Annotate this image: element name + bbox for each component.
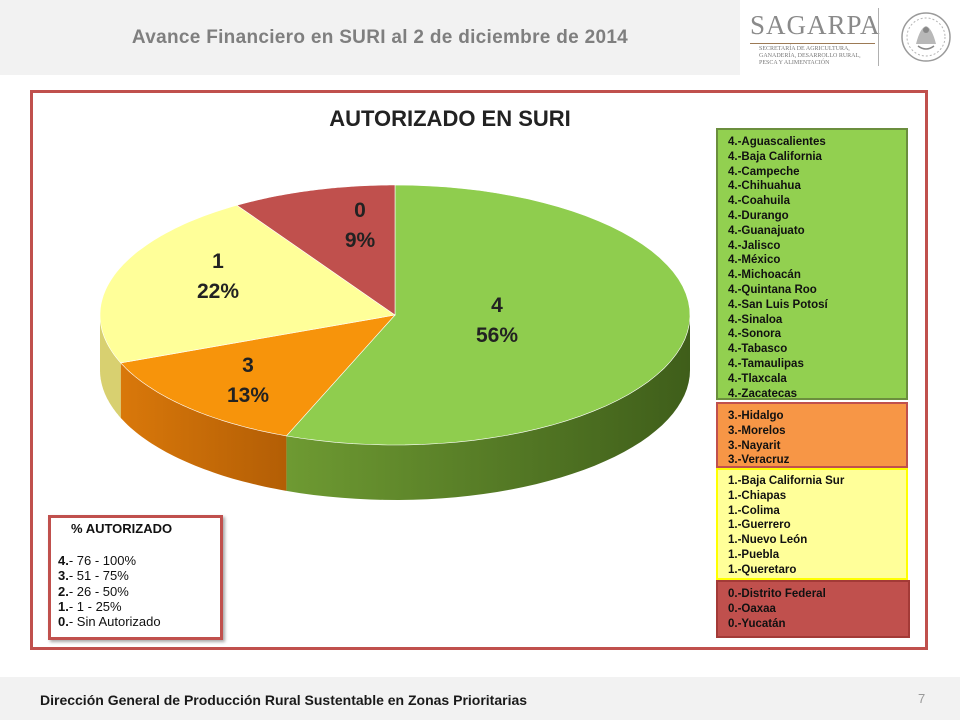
logo-sub-line: PESCA Y ALIMENTACIÓN — [759, 60, 830, 66]
slide-footer: Dirección General de Producción Rural Su… — [0, 677, 960, 720]
legend-item: 1.-Guerrero — [728, 519, 791, 532]
page-number: 7 — [918, 691, 926, 706]
pie-slice-3 — [120, 314, 396, 437]
slide-header: Avance Financiero en SURI al 2 de diciem… — [0, 0, 960, 75]
key-text: - Sin Autorizado — [68, 614, 161, 630]
slide-title: Avance Financiero en SURI al 2 de diciem… — [131, 27, 629, 48]
legend-item: 1.-Baja California Sur — [728, 475, 845, 487]
pie-slice-0 — [236, 184, 396, 316]
legend-item: 4.-Aguascalientes — [728, 136, 826, 148]
legend-item: 4.-Tamaulipas — [728, 357, 804, 370]
slice-percent: 22% — [197, 280, 239, 303]
legend-item: 4.-Durango — [728, 209, 789, 222]
key-row: 3.- 51 - 75% — [58, 568, 161, 583]
key-row: 0.- Sin Autorizado — [58, 614, 161, 629]
key-num: 4. — [58, 553, 69, 568]
sagarpa-logo: SAGARPA SECRETARÍA DE AGRICULTURA, GANAD… — [740, 0, 960, 75]
key-row: 2.- 26 - 50% — [58, 584, 161, 599]
chart-frame — [30, 90, 928, 650]
logo-sub-line: GANADERÍA, DESARROLLO RURAL, — [759, 53, 861, 59]
legend-item: 4.-Jalisco — [728, 239, 781, 252]
legend-item: 4.-Quintana Roo — [728, 283, 817, 296]
footer-text: Dirección General de Producción Rural Su… — [40, 692, 528, 708]
pie-slice-1 — [99, 204, 396, 364]
legend-item: 1.-Nuevo León — [728, 534, 808, 547]
legend-item: 1.-Chiapas — [728, 489, 787, 502]
legend-item: 4.-Tlaxcala — [728, 372, 787, 385]
key-num: 1. — [58, 598, 69, 614]
legend-item: 1.-Colima — [728, 504, 780, 517]
key-num: 2. — [58, 583, 69, 599]
slice-percent: 56% — [476, 324, 518, 347]
key-title: % AUTORIZADO — [71, 521, 173, 536]
legend-level-0: 0.-Distrito Federal 0.-Oaxaa 0.-Yucatán — [716, 580, 910, 638]
key-text: - 76 - 100% — [68, 553, 137, 568]
legend-level-3: 3.-Hidalgo 3.-Morelos 3.-Nayarit 3.-Veracru… — [716, 402, 908, 468]
key-num: 3. — [58, 568, 69, 584]
legend-item: 4.-Campeche — [728, 165, 800, 178]
logo-sub-line: SECRETARÍA DE AGRICULTURA, — [759, 46, 850, 52]
slice-label: 4 — [491, 294, 503, 317]
logo-divider — [878, 8, 879, 66]
legend-item: 0.-Distrito Federal — [728, 588, 826, 600]
key-text: - 26 - 50% — [68, 583, 129, 599]
legend-item: 4.-México — [728, 254, 781, 267]
slice-percent: 9% — [345, 229, 376, 252]
legend-item: 3.-Veracruz — [728, 454, 790, 467]
pie-slice-4 — [285, 184, 691, 446]
key-num: 0. — [58, 614, 69, 630]
legend-item: 4.-Guanajuato — [728, 224, 805, 237]
key-row: 4.- 76 - 100% — [58, 553, 161, 568]
legend-item: 4.-Zacatecas — [728, 387, 798, 400]
pie-side-4 — [286, 315, 690, 500]
logo-name: SAGARPA — [750, 10, 881, 40]
slice-label: 1 — [212, 250, 224, 273]
legend-item: 4.-Chihuahua — [728, 180, 801, 193]
legend-item: 4.-Baja California — [728, 150, 822, 163]
mexico-seal-icon — [901, 12, 951, 62]
slice-percent: 13% — [227, 384, 269, 407]
key-text: - 1 - 25% — [68, 598, 122, 614]
legend-item: 4.-Coahuila — [728, 195, 790, 208]
legend-item: 3.-Nayarit — [728, 439, 781, 452]
legend-item: 4.-San Luis Potosí — [728, 298, 828, 311]
logo-subtitle: SECRETARÍA DE AGRICULTURA, GANADERÍA, DE… — [759, 46, 861, 67]
slice-label: 0 — [354, 199, 366, 222]
pie-side-1 — [100, 315, 121, 418]
legend-item: 4.-Tabasco — [728, 343, 788, 356]
legend-item: 3.-Hidalgo — [728, 410, 784, 422]
legend-level-4: 4.-Aguascalientes 4.-Baja California 4.-Ca… — [716, 128, 908, 400]
legend-item: 4.-Sinaloa — [728, 313, 783, 326]
key-list: 4.- 76 - 100% 3.- 51 - 75% 2.- 26 - 50% … — [58, 553, 161, 629]
percent-key-box: % AUTORIZADO 4.- 76 - 100% 3.- 51 - 75% … — [48, 515, 223, 640]
legend-item: 3.-Morelos — [728, 424, 786, 437]
logo-underline — [750, 43, 875, 44]
key-row: 1.- 1 - 25% — [58, 599, 161, 614]
legend-level-1: 1.-Baja California Sur 1.-Chiapas 1.-Colim… — [716, 468, 908, 580]
key-text: - 51 - 75% — [68, 568, 129, 584]
chart-title: AUTORIZADO EN SURI — [329, 106, 571, 131]
legend-item: 1.-Puebla — [728, 548, 780, 561]
legend-item: 0.-Oaxaa — [728, 602, 776, 615]
legend-item: 4.-Michoacán — [728, 269, 801, 282]
legend-item: 4.-Sonora — [728, 328, 782, 341]
legend-item: 1.-Queretaro — [728, 563, 797, 576]
legend-item: 0.-Yucatán — [728, 617, 786, 630]
slice-label: 3 — [242, 354, 254, 377]
